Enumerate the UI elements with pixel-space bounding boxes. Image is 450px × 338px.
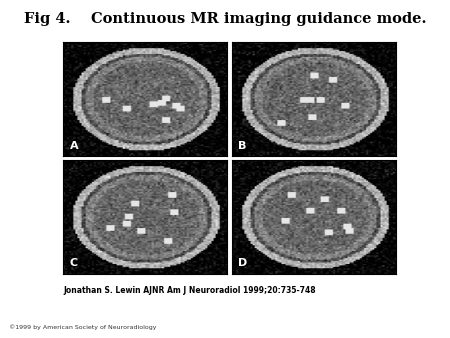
- Text: AJNR: AJNR: [323, 294, 397, 318]
- Text: Jonathan S. Lewin AJNR Am J Neuroradiol 1999;20:735-748: Jonathan S. Lewin AJNR Am J Neuroradiol …: [63, 286, 315, 295]
- Text: A: A: [70, 141, 78, 151]
- Text: B: B: [238, 141, 247, 151]
- Text: D: D: [238, 258, 248, 268]
- Text: C: C: [70, 258, 78, 268]
- Text: Fig 4.    Continuous MR imaging guidance mode.: Fig 4. Continuous MR imaging guidance mo…: [24, 12, 426, 26]
- Text: AMERICAN JOURNAL OF NEURORADIOLOGY: AMERICAN JOURNAL OF NEURORADIOLOGY: [307, 321, 413, 326]
- Text: ©1999 by American Society of Neuroradiology: ©1999 by American Society of Neuroradiol…: [9, 324, 157, 330]
